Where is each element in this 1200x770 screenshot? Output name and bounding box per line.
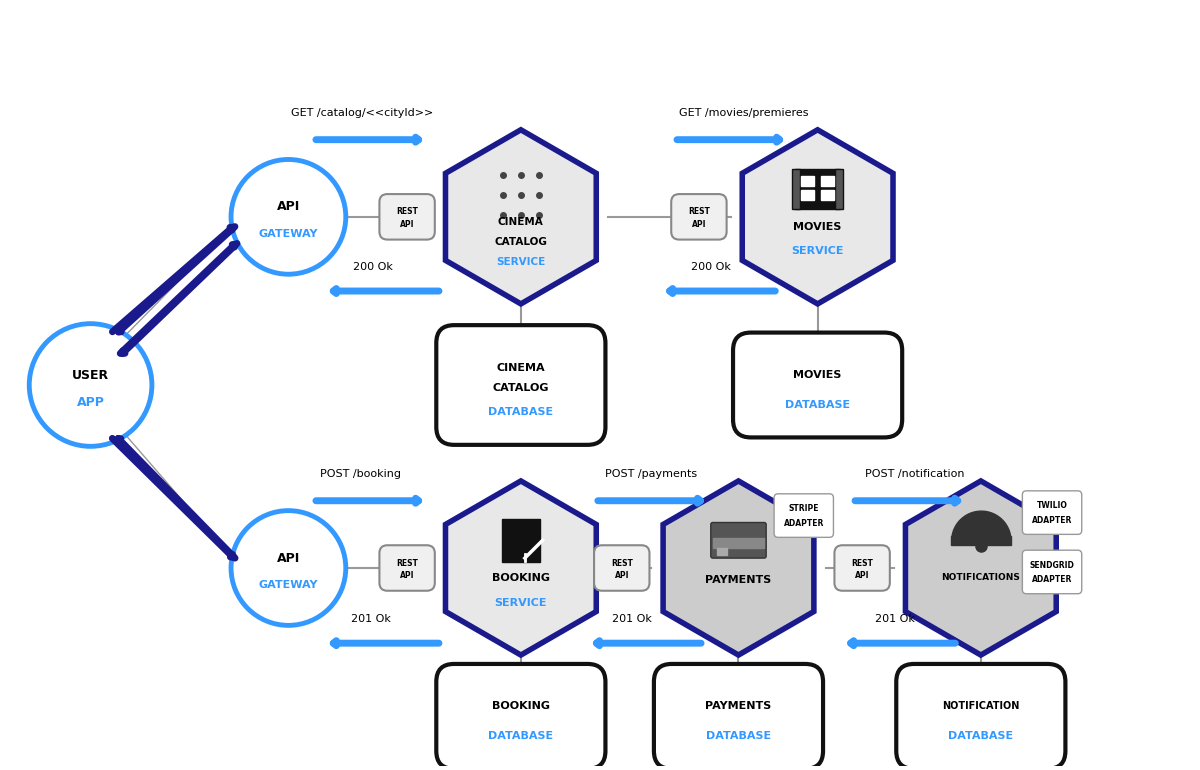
- Text: ADAPTER: ADAPTER: [784, 519, 824, 528]
- Text: MOVIES: MOVIES: [793, 370, 842, 380]
- Text: CATALOG: CATALOG: [493, 383, 550, 393]
- Text: DATABASE: DATABASE: [706, 732, 772, 742]
- Text: GATEWAY: GATEWAY: [259, 580, 318, 590]
- Circle shape: [29, 323, 152, 447]
- Circle shape: [232, 511, 346, 625]
- Text: BOOKING: BOOKING: [492, 701, 550, 711]
- Text: DATABASE: DATABASE: [488, 407, 553, 417]
- Text: GET /catalog/<<cityId>>: GET /catalog/<<cityId>>: [292, 108, 433, 118]
- Text: GATEWAY: GATEWAY: [259, 229, 318, 239]
- Text: API: API: [854, 571, 869, 581]
- Bar: [502, 518, 540, 562]
- Text: TWILIO: TWILIO: [1037, 501, 1068, 511]
- Text: DATABASE: DATABASE: [785, 400, 850, 410]
- FancyBboxPatch shape: [1022, 490, 1081, 534]
- FancyBboxPatch shape: [774, 494, 834, 537]
- Text: POST /payments: POST /payments: [605, 469, 697, 479]
- FancyBboxPatch shape: [1022, 551, 1081, 594]
- Bar: [821, 190, 834, 200]
- Text: API: API: [400, 571, 414, 581]
- Text: ADAPTER: ADAPTER: [1032, 516, 1073, 525]
- Text: NOTIFICATIONS: NOTIFICATIONS: [941, 574, 1020, 582]
- Text: ADAPTER: ADAPTER: [1032, 575, 1073, 584]
- Bar: [802, 176, 814, 186]
- Text: 200 Ok: 200 Ok: [691, 263, 731, 273]
- Text: APP: APP: [77, 397, 104, 410]
- FancyBboxPatch shape: [834, 545, 890, 591]
- Bar: [821, 176, 834, 186]
- Bar: [835, 169, 844, 209]
- Bar: [794, 169, 840, 209]
- Text: SERVICE: SERVICE: [494, 598, 547, 608]
- Text: DATABASE: DATABASE: [488, 732, 553, 742]
- Text: API: API: [400, 220, 414, 229]
- Text: CINEMA: CINEMA: [497, 363, 545, 373]
- Bar: [713, 538, 764, 548]
- FancyBboxPatch shape: [671, 194, 727, 239]
- Polygon shape: [445, 481, 596, 655]
- Text: REST: REST: [396, 558, 418, 567]
- Circle shape: [232, 159, 346, 274]
- Text: STRIPE: STRIPE: [788, 504, 820, 513]
- Text: REST: REST: [851, 558, 874, 567]
- Text: 201 Ok: 201 Ok: [612, 614, 652, 624]
- Text: REST: REST: [688, 207, 710, 216]
- Text: REST: REST: [396, 207, 418, 216]
- Text: POST /notification: POST /notification: [865, 469, 965, 479]
- Bar: [952, 536, 1010, 544]
- Text: PAYMENTS: PAYMENTS: [706, 701, 772, 711]
- Text: 201 Ok: 201 Ok: [350, 614, 390, 624]
- Text: SENDGRID: SENDGRID: [1030, 561, 1074, 570]
- Text: API: API: [691, 220, 706, 229]
- Text: MOVIES: MOVIES: [793, 222, 842, 232]
- FancyBboxPatch shape: [896, 664, 1066, 768]
- FancyBboxPatch shape: [733, 333, 902, 437]
- Bar: [802, 190, 814, 200]
- FancyBboxPatch shape: [710, 523, 766, 558]
- Polygon shape: [906, 481, 1056, 655]
- Text: DATABASE: DATABASE: [948, 732, 1013, 742]
- FancyBboxPatch shape: [654, 664, 823, 768]
- Text: API: API: [277, 551, 300, 564]
- Text: SERVICE: SERVICE: [791, 246, 844, 256]
- Text: USER: USER: [72, 369, 109, 382]
- FancyBboxPatch shape: [437, 664, 606, 768]
- FancyBboxPatch shape: [379, 545, 434, 591]
- Bar: [792, 169, 800, 209]
- Text: 201 Ok: 201 Ok: [875, 614, 914, 624]
- Text: GET /movies/premieres: GET /movies/premieres: [679, 108, 808, 118]
- FancyBboxPatch shape: [437, 325, 606, 445]
- Text: 200 Ok: 200 Ok: [353, 263, 392, 273]
- Polygon shape: [445, 130, 596, 304]
- Text: POST /booking: POST /booking: [320, 469, 401, 479]
- Bar: [716, 547, 727, 554]
- Polygon shape: [743, 130, 893, 304]
- Text: REST: REST: [611, 558, 632, 567]
- Text: API: API: [277, 200, 300, 213]
- Text: SERVICE: SERVICE: [497, 257, 546, 267]
- Polygon shape: [664, 481, 814, 655]
- Text: BOOKING: BOOKING: [492, 573, 550, 583]
- Text: CATALOG: CATALOG: [494, 236, 547, 246]
- FancyBboxPatch shape: [379, 194, 434, 239]
- Text: NOTIFICATION: NOTIFICATION: [942, 701, 1020, 711]
- Text: API: API: [614, 571, 629, 581]
- FancyBboxPatch shape: [594, 545, 649, 591]
- Text: CINEMA: CINEMA: [498, 217, 544, 227]
- Text: PAYMENTS: PAYMENTS: [706, 575, 772, 585]
